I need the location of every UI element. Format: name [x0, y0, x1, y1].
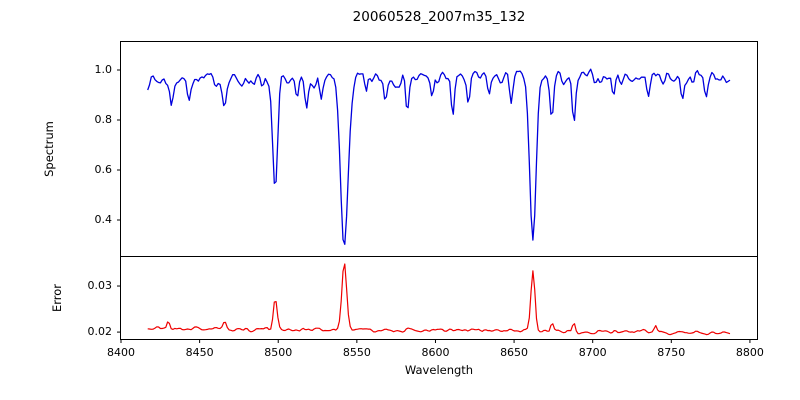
- x-tick-label: 8800: [735, 346, 764, 359]
- spectrum-ytick-label: 0.8: [94, 113, 113, 126]
- spectrum-line: [147, 68, 731, 245]
- x-tick-label: 8750: [657, 346, 686, 359]
- x-tick-label: 8700: [578, 346, 607, 359]
- error-ytick-label: 0.02: [87, 325, 113, 339]
- spectrum-plot-area: [117, 41, 758, 258]
- x-tick-label: 8500: [264, 346, 293, 359]
- x-tick-label: 8400: [107, 346, 135, 359]
- spectrum-ytick-label: 0.4: [94, 213, 113, 226]
- spectrum-ytick-label: 1.0: [94, 63, 113, 76]
- error-plot-area: [117, 256, 758, 343]
- error-ytick-label: 0.03: [87, 279, 113, 293]
- error-line: [147, 263, 731, 336]
- x-axis-label: Wavelength: [404, 363, 474, 377]
- x-tick-label: 8600: [421, 346, 450, 359]
- x-tick-label: 8550: [342, 346, 371, 359]
- x-tick-label: 8450: [185, 346, 214, 359]
- x-tick-label: 8650: [500, 346, 529, 359]
- chart-title: 20060528_2007m35_132: [352, 9, 526, 25]
- spectrum-ytick-label: 0.6: [94, 163, 113, 176]
